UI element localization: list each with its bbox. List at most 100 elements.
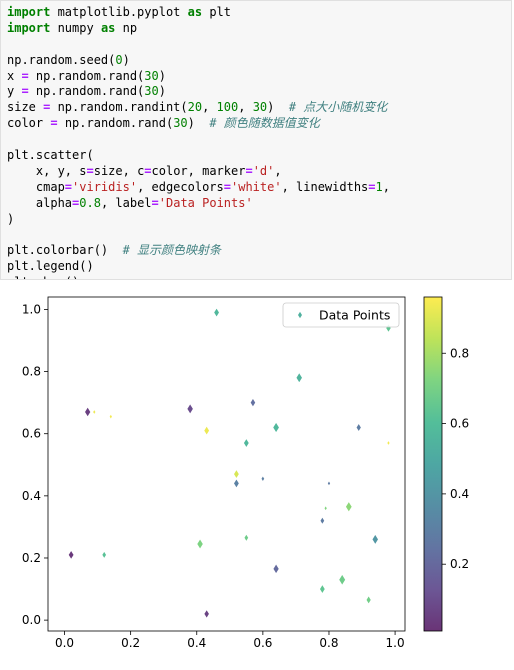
data-point — [338, 573, 347, 587]
code-token: 30 — [173, 116, 188, 131]
code-token: # 显示颜色映射条 — [122, 243, 222, 258]
code-token: 1 — [375, 179, 383, 194]
data-point — [243, 532, 250, 543]
code-token: 100 — [216, 100, 239, 115]
code-line: size = np.random.randint(20, 100, 30) # … — [7, 100, 505, 116]
x-tick-label: 0.0 — [55, 636, 74, 650]
code-token: plt.legend() — [7, 259, 94, 274]
code-line: cmap='viridis', edgecolors='white', line… — [7, 180, 505, 196]
code-token: import — [7, 20, 51, 35]
scatter-plot: 0.0 0.2 0.4 0.6 0.8 1.0 0.0 0.2 0.4 0.6 0.8 1.0 Dat… — [22, 296, 469, 650]
code-token: alpha — [7, 195, 73, 210]
colorbar-tick-label: 0.4 — [450, 487, 469, 501]
data-point — [196, 537, 204, 551]
data-point — [272, 420, 281, 434]
code-token: 20 — [187, 100, 203, 115]
code-line: y = np.random.rand(30) — [7, 84, 505, 100]
data-point — [326, 479, 332, 488]
y-tick-label: 1.0 — [22, 302, 41, 316]
code-token: ) — [267, 100, 289, 115]
data-point — [83, 405, 92, 419]
legend-box — [282, 302, 400, 328]
code-token: np — [115, 20, 138, 35]
code-token: 30 — [252, 100, 268, 115]
legend-marker — [296, 309, 304, 321]
colorbar-tick-label: 0.8 — [450, 346, 469, 360]
code-token: = — [86, 163, 94, 178]
code-token: np.random.seed( — [7, 52, 116, 67]
code-token: cmap — [7, 179, 65, 194]
code-line — [7, 37, 505, 53]
data-point — [108, 412, 114, 421]
code-token: , linewidths — [281, 179, 369, 194]
code-token: , — [274, 163, 282, 178]
code-line: x = np.random.rand(30) — [7, 69, 505, 85]
code-line: import numpy as np — [7, 21, 505, 37]
code-token: , edgecolors — [137, 179, 224, 194]
data-point — [203, 608, 211, 620]
data-point — [344, 500, 353, 514]
code-token: matplotlib.pyplot — [50, 5, 188, 19]
code-token: ) — [122, 52, 130, 67]
code-token: ) — [158, 84, 166, 99]
code-token: = — [64, 179, 73, 194]
code-line: np.random.seed(0) — [7, 53, 505, 69]
x-tick-label: 0.6 — [253, 636, 272, 650]
code-token: 'd' — [252, 163, 275, 178]
data-point — [319, 515, 326, 526]
code-token: = — [223, 179, 231, 194]
code-token: = — [245, 163, 253, 178]
code-token: color — [7, 116, 51, 131]
code-token: 'viridis' — [72, 179, 138, 194]
code-token: np.random.rand( — [28, 68, 145, 83]
code-line: plt.colorbar() # 显示颜色映射条 — [7, 243, 505, 259]
code-line: plt.legend() — [7, 259, 505, 275]
code-line: alpha=0.8, label='Data Points' — [7, 196, 505, 212]
data-point — [67, 549, 75, 561]
data-point — [260, 474, 266, 483]
x-tick-label: 0.8 — [319, 636, 338, 650]
code-token: = — [144, 163, 152, 178]
data-point — [318, 583, 326, 595]
x-tick-label: 0.2 — [121, 636, 140, 650]
code-token: plt.colorbar() — [7, 243, 123, 258]
code-token: x — [7, 68, 22, 83]
code-token: 0 — [115, 52, 123, 67]
code-token: , — [382, 179, 390, 194]
code-token: size — [7, 100, 44, 115]
code-token: np.random.randint( — [50, 100, 188, 115]
code-line: x, y, s=size, c=color, marker='d', — [7, 164, 505, 180]
y-tick-label: 0.6 — [22, 427, 41, 441]
code-token: , — [202, 100, 217, 115]
code-token: import — [7, 5, 51, 19]
code-token: x, y, s — [7, 163, 87, 178]
code-token: 'Data Points' — [158, 195, 253, 210]
colorbar-tick-label: 0.6 — [450, 417, 469, 431]
code-token: = — [50, 116, 58, 131]
code-line: plt.show() — [7, 275, 505, 279]
code-token: plt — [202, 5, 231, 19]
code-token: # 点大小随机变化 — [288, 100, 388, 115]
y-tick-label: 0.8 — [22, 365, 41, 379]
code-token: # 颜色随数据值变化 — [209, 116, 320, 131]
colorbar — [423, 296, 443, 632]
code-token: ) — [7, 211, 15, 226]
data-point — [249, 397, 257, 409]
code-line: import matplotlib.pyplot as plt — [7, 5, 505, 21]
y-tick-label: 0.0 — [22, 613, 41, 627]
code-token: ) — [187, 116, 210, 131]
code-line — [7, 132, 505, 148]
code-token: np.random.rand( — [28, 84, 145, 99]
data-point — [323, 504, 328, 512]
code-token: as — [187, 5, 203, 19]
data-point — [355, 422, 363, 433]
code-token: = — [72, 195, 80, 210]
code-line: plt.scatter( — [7, 148, 505, 164]
plot-frame — [47, 296, 406, 632]
code-line: color = np.random.rand(30) # 颜色随数据值变化 — [7, 116, 505, 132]
data-point — [242, 437, 250, 449]
colorbar-tick-label: 0.2 — [450, 557, 469, 571]
x-tick-label: 1.0 — [386, 636, 405, 650]
code-cell[interactable]: import matplotlib.pyplot as plt import nu… — [0, 0, 512, 280]
y-tick-label: 0.2 — [22, 551, 41, 565]
